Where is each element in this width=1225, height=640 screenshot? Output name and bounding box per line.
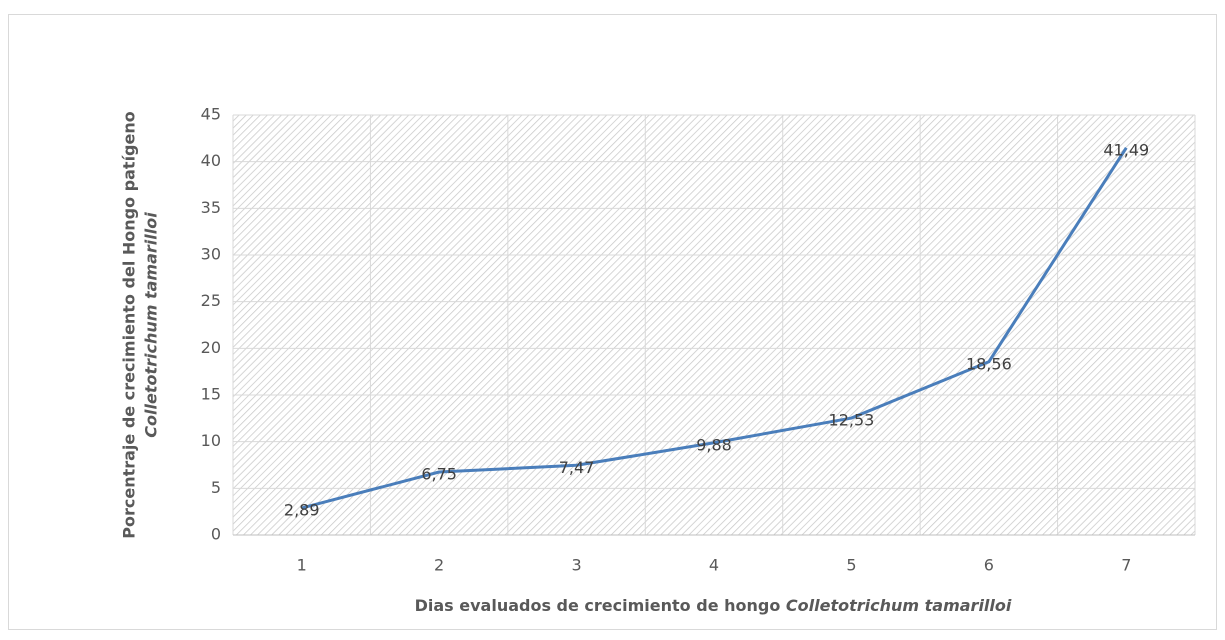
x-tick-label: 7 xyxy=(1121,556,1131,575)
data-label: 12,53 xyxy=(829,411,875,430)
y-tick-label: 0 xyxy=(211,525,221,544)
data-label: 6,75 xyxy=(421,465,457,484)
line xyxy=(301,146,1128,510)
x-axis-title: Dias evaluados de crecimiento de hongo C… xyxy=(415,596,1012,615)
x-axis-title-text: Dias evaluados de crecimiento de hongo xyxy=(415,596,781,615)
y-axis-title: Porcentraje de crecimiento del Hongo pat… xyxy=(120,111,139,538)
y-tick-label: 30 xyxy=(201,245,221,264)
y-tick-label: 35 xyxy=(201,198,221,217)
x-tick-label: 6 xyxy=(984,556,994,575)
y-tick-label: 5 xyxy=(211,478,221,497)
y-tick-label: 45 xyxy=(201,105,221,124)
data-label: 7,47 xyxy=(559,458,595,477)
y-tick-label: 20 xyxy=(201,338,221,357)
data-label: 2,89 xyxy=(284,501,320,520)
x-tick-label: 2 xyxy=(434,556,444,575)
data-label: 41,49 xyxy=(1103,140,1149,159)
y-tick-label: 10 xyxy=(201,431,221,450)
x-tick-label: 3 xyxy=(571,556,581,575)
x-axis-title-italic: Colletotrichum tamarilloi xyxy=(786,596,1012,615)
x-tick-label: 1 xyxy=(297,556,307,575)
data-label: 9,88 xyxy=(696,435,732,454)
y-tick-label: 40 xyxy=(201,151,221,170)
y-tick-label: 25 xyxy=(201,291,221,310)
data-label: 18,56 xyxy=(966,354,1012,373)
x-tick-label: 5 xyxy=(846,556,856,575)
plot-area xyxy=(233,115,1195,535)
x-tick-label: 4 xyxy=(709,556,719,575)
y-axis-title-italic: Colletotrichum tamarilloi xyxy=(142,212,161,438)
y-tick-label: 15 xyxy=(201,385,221,404)
